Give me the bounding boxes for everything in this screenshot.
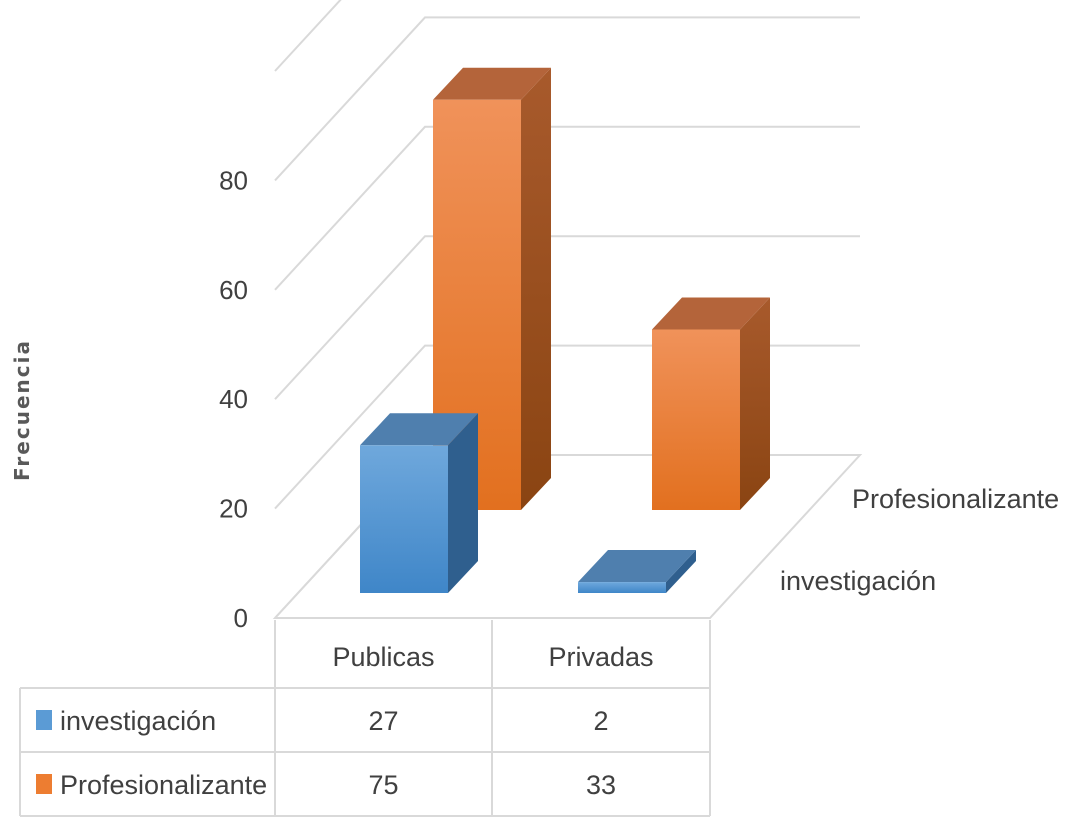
bar-front [652,329,740,510]
legend-swatch [36,710,52,730]
gridline [274,235,860,400]
y-tick-label: 20 [219,494,248,524]
bar-side [521,67,551,510]
y-tick-label: 80 [219,165,248,195]
table-header-publicas: Publicas [332,642,434,672]
bar-side [740,297,770,510]
y-axis-ticks: 0 20 40 60 80 [219,165,248,633]
y-tick-label: 40 [219,384,248,414]
bar-top [360,413,478,446]
y-tick-label: 0 [234,603,248,633]
bar-front [360,445,448,593]
gridline [274,125,860,291]
gridline [274,16,860,182]
table-cell: 33 [586,770,616,800]
series-label-investigacion: investigación [780,566,936,596]
table-cell: 75 [368,770,398,800]
series-label-profesionalizante: Profesionalizante [852,484,1059,514]
table-cell: 2 [593,706,608,736]
table-cell: 27 [368,706,398,736]
bar-front [578,582,666,593]
bars [360,67,770,593]
depth-series-labels: investigación Profesionalizante [780,484,1059,596]
bar-top [578,550,696,583]
bar-investigacion-publicas [360,413,478,593]
table-header-privadas: Privadas [548,642,653,672]
gridline [274,0,342,72]
bar-top [433,67,551,100]
legend-swatch [36,774,52,794]
table-row-label-investigacion: investigación [60,706,216,736]
table-row-label-profesionalizante: Profesionalizante [60,770,267,800]
bar-investigacion-privadas [578,550,696,593]
y-axis-label: Frecuencia [10,339,34,481]
y-tick-label: 60 [219,275,248,305]
bar-top [652,297,770,330]
bar-profesionalizante-privadas [652,297,770,510]
bar-side [448,413,478,593]
data-table: Publicas Privadas investigación 27 2 Profesio… [19,620,711,817]
bar-side [666,550,696,593]
